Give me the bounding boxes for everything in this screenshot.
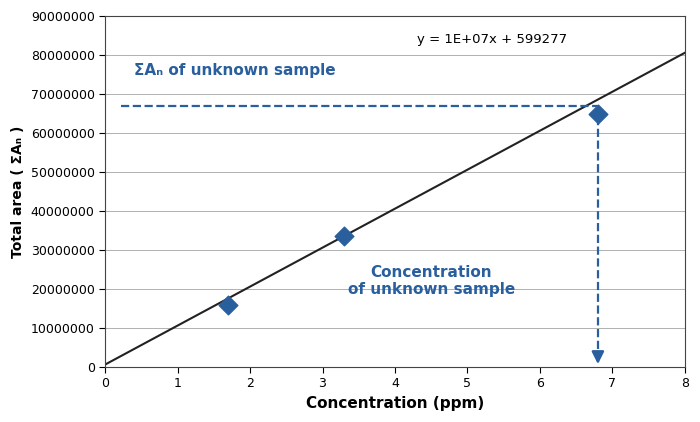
- Text: Concentration
of unknown sample: Concentration of unknown sample: [348, 265, 514, 298]
- X-axis label: Concentration (ppm): Concentration (ppm): [306, 396, 484, 411]
- Point: [592, 110, 603, 117]
- Point: [339, 233, 350, 240]
- Text: y = 1E+07x + 599277: y = 1E+07x + 599277: [416, 33, 567, 46]
- Text: ΣAₙ of unknown sample: ΣAₙ of unknown sample: [134, 63, 336, 78]
- Y-axis label: Total area ( ΣAₙ ): Total area ( ΣAₙ ): [11, 125, 25, 258]
- Point: [223, 301, 234, 308]
